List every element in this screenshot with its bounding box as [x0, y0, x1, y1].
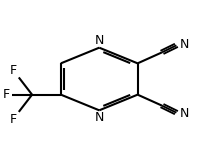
Text: N: N [95, 34, 104, 47]
Text: F: F [9, 64, 17, 77]
Text: N: N [95, 111, 104, 124]
Text: N: N [180, 38, 189, 51]
Text: F: F [9, 113, 17, 126]
Text: F: F [2, 88, 9, 101]
Text: N: N [180, 107, 189, 120]
